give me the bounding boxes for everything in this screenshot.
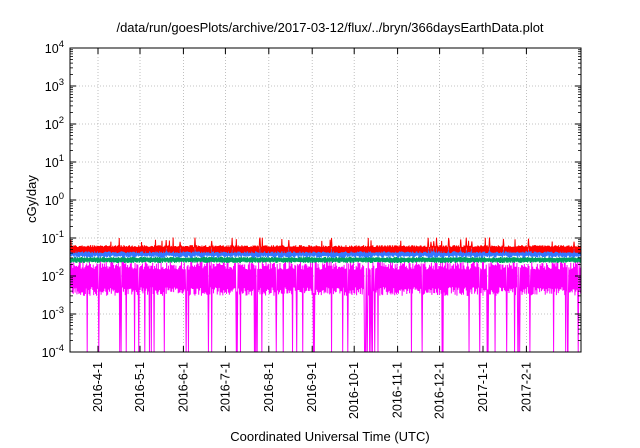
y-tick-label: 103 bbox=[45, 77, 64, 94]
y-axis-label: cGy/day bbox=[24, 175, 39, 223]
y-tick-label: 101 bbox=[45, 153, 64, 170]
x-tick-label: 2016-12-1 bbox=[433, 362, 447, 419]
y-axis: 10-4 10-3 10-2 10-1 100 101 102 103 104 bbox=[42, 39, 581, 360]
series-3 bbox=[69, 260, 582, 353]
series-line bbox=[69, 256, 582, 264]
y-tick-label: 10-2 bbox=[42, 267, 64, 284]
x-tick-label: 2016-6-1 bbox=[176, 362, 190, 412]
y-tick-label: 104 bbox=[45, 39, 64, 56]
series-line bbox=[69, 260, 582, 353]
x-tick-label: 2016-5-1 bbox=[133, 362, 147, 412]
chart-title: /data/run/goesPlots/archive/2017-03-12/f… bbox=[116, 20, 543, 35]
x-tick-label: 2017-2-1 bbox=[519, 362, 533, 412]
x-axis-label: Coordinated Universal Time (UTC) bbox=[230, 429, 429, 444]
x-tick-label: 2016-4-1 bbox=[91, 362, 105, 412]
plot-area bbox=[69, 237, 582, 353]
y-tick-label: 10-4 bbox=[42, 343, 64, 360]
x-axis: 2016-4-1 2016-5-1 2016-6-1 2016-7-1 2016-8-1… bbox=[91, 48, 533, 419]
y-tick-label: 100 bbox=[45, 191, 64, 208]
x-tick-label: 2016-11-1 bbox=[391, 362, 405, 418]
y-tick-label: 102 bbox=[45, 115, 64, 132]
series-0 bbox=[69, 237, 582, 254]
grid-lines bbox=[70, 48, 581, 352]
x-tick-label: 2016-7-1 bbox=[218, 362, 232, 412]
x-tick-label: 2017-1-1 bbox=[476, 362, 490, 412]
y-tick-label: 10-3 bbox=[42, 305, 64, 322]
series-line bbox=[69, 237, 582, 254]
x-tick-label: 2016-10-1 bbox=[347, 362, 361, 419]
x-tick-label: 2016-8-1 bbox=[262, 362, 276, 412]
series-2 bbox=[69, 256, 582, 264]
x-tick-label: 2016-9-1 bbox=[305, 362, 319, 412]
y-tick-label: 10-1 bbox=[42, 229, 64, 246]
